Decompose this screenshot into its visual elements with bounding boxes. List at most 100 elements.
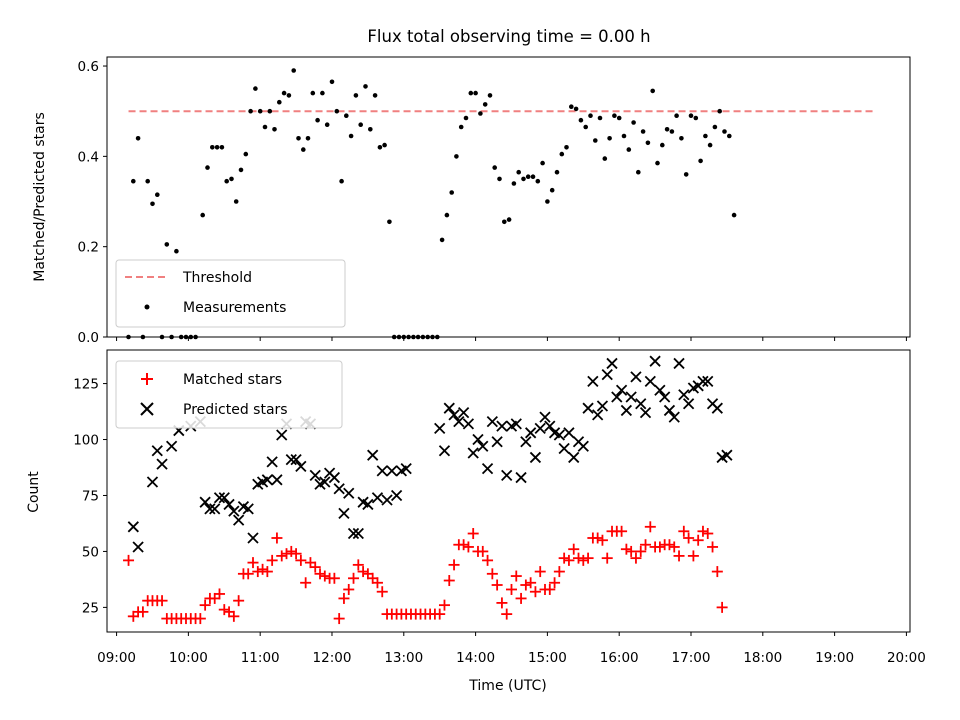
predicted-star-point [601,368,613,381]
legend-predicted-swatch [140,402,154,416]
measurement-point [329,79,335,85]
predicted-star-point [606,357,618,370]
matched-star-point [558,552,570,564]
measurement-point [473,90,478,96]
matched-star-point [328,572,340,584]
measurement-point [540,160,545,166]
matched-star-point [376,586,388,598]
measurement-point [238,167,244,173]
predicted-star-point [271,474,283,486]
matched-star-point [716,601,728,613]
predicted-star-point [582,402,594,414]
matched-star-point [343,583,355,595]
matched-star-point [300,577,312,589]
predicted-star-point [477,440,489,452]
measurement-point [463,115,469,121]
measurement-point [224,178,229,184]
measurement-point [358,122,364,127]
top-points-layer [126,68,737,340]
matched-star-point [687,550,699,562]
matched-star-point [123,554,135,566]
measurement-point [305,136,311,141]
measurement-point [214,145,220,150]
predicted-star-point [682,398,695,410]
measurement-point [698,158,703,164]
predicted-star-point [247,532,259,544]
matched-star-point [242,568,254,580]
predicted-star-point [611,391,623,403]
matched-star-point [668,541,680,553]
predicted-star-point [481,462,494,475]
matched-star-point [496,597,508,609]
matched-star-point [285,545,297,557]
x-tick-label: 09:00 [97,650,136,666]
measurement-point [578,117,584,123]
predicted-star-point [343,487,355,499]
matched-star-point [333,613,345,625]
predicted-star-point [644,375,656,387]
measurement-point [521,176,526,182]
measurement-point [164,242,170,247]
matched-star-point [458,539,470,551]
predicted-star-point [146,476,159,488]
matched-star-point [582,552,594,564]
measurement-point [727,133,732,139]
matched-star-point [525,577,537,589]
predicted-star-point [156,458,168,470]
predicted-star-point [663,404,676,417]
bottom-y-tick-label: 50 [82,544,99,560]
predicted-star-point [218,492,230,504]
matched-star-point [515,592,527,604]
predicted-star-point [525,427,537,439]
measurement-point [669,129,675,134]
matched-star-point [596,534,608,546]
matched-star-point [228,610,240,622]
predicted-star-point [309,469,321,481]
matched-star-point [592,532,604,544]
predicted-star-point [386,465,398,477]
x-tick-label: 20:00 [887,650,926,666]
measurement-point [363,84,368,89]
measurement-point [502,219,507,225]
measurement-point [174,248,179,254]
measurement-point [219,145,225,150]
measurement-point [296,136,301,141]
predicted-star-point [472,433,484,446]
matched-star-point [319,570,331,582]
matched-star-point [462,541,474,553]
measurement-point [703,133,708,139]
bottom-y-tick-label: 25 [82,600,99,616]
predicted-star-point [510,418,522,430]
measurement-point [636,169,641,175]
predicted-star-point [577,440,589,452]
predicted-star-point [338,507,350,520]
x-tick-label: 18:00 [743,650,782,666]
measurement-point [377,145,383,150]
predicted-star-point [486,415,498,428]
measurement-point [497,176,502,182]
matched-star-point [357,566,369,578]
bottom-legend: Matched stars Predicted stars [115,360,343,429]
measurement-point [688,113,694,118]
predicted-star-point [697,375,709,387]
predicted-star-point [228,505,240,517]
predicted-star-point [668,411,680,423]
predicted-star-point [587,375,599,387]
matched-star-point [563,554,575,566]
predicted-star-point [630,371,642,383]
predicted-star-point [501,469,513,481]
matched-star-point [156,595,168,607]
measurement-point [382,142,387,148]
x-tick-label: 13:00 [384,650,423,666]
x-tick-label: 10:00 [169,650,208,666]
matched-star-point [520,579,532,591]
measurement-point [573,106,579,112]
legend-matched-label: Matched stars [183,372,282,388]
measurement-point [272,127,277,132]
matched-star-point [257,563,269,575]
bottom-axes-frame [106,349,911,633]
measurement-point [286,93,292,98]
predicted-star-point [242,503,254,515]
legend-threshold-label: Threshold [182,270,252,286]
measurement-point [492,165,498,170]
